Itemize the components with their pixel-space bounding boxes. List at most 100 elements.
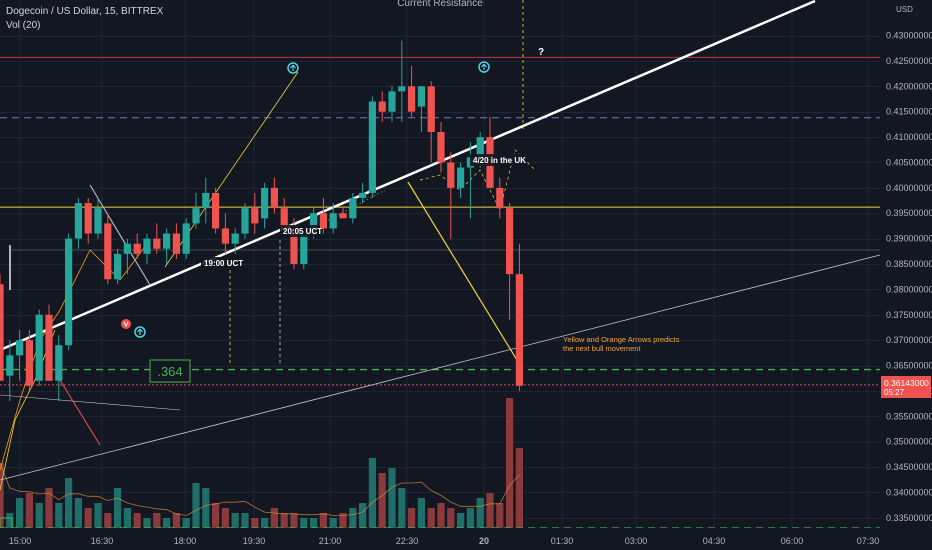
volume-bar-20 [192,483,200,528]
time-tick-8: 03:00 [625,536,648,546]
price-box-364-label: .364 [157,364,182,379]
time-tick-2: 18:00 [174,536,197,546]
price-tick-7: 0.39500000 [886,208,932,218]
price-tick-5: 0.40500000 [886,157,932,167]
candle-21 [202,177,210,224]
candle-body-6 [55,345,63,381]
volume-bar-4 [35,503,43,528]
volume-bar-11 [104,513,112,528]
volume-bar-16 [153,513,161,528]
candle-body-23 [221,228,229,244]
volume-bar-53 [515,448,523,528]
candle-body-7 [65,238,73,346]
volume-bar-33 [319,513,327,528]
volume-bar-31 [300,518,308,528]
yellow-zigzag [419,149,536,212]
candle-body-51 [496,187,504,209]
volume-bar-9 [84,508,92,528]
candle-body-29 [280,208,288,229]
candle-10 [94,198,102,239]
candle-body-11 [104,223,112,280]
note-uk-label: 4/20 in the UK [473,156,526,165]
volume-bar-5 [45,488,53,528]
time-tick-5: 22:30 [396,536,419,546]
up-marker-arrow-2 [137,328,143,335]
volume-bar-41 [398,488,406,528]
candle-body-16 [153,238,161,249]
candle-16 [153,223,161,254]
price-tick-0: 0.43000000 [886,31,932,41]
candle-46 [447,152,455,239]
volume-ma-line [0,462,520,516]
volume-bar-50 [486,493,494,528]
volume-bar-1 [6,513,14,528]
trend-drawings [0,0,881,491]
candle-body-41 [398,86,406,92]
price-tick-11: 0.37500000 [886,310,932,320]
candle-body-19 [182,223,190,254]
volume-bar-10 [94,503,102,528]
candle-13 [123,238,131,275]
price-tick-16: 0.35000000 [886,437,932,447]
candle-body-13 [123,243,131,254]
note-uk: 4/20 in the UK [470,154,526,166]
volume-bar-15 [143,518,151,528]
candle-body-10 [94,208,102,234]
candle-1 [6,340,14,402]
candle-body-31 [300,233,308,264]
candle-body-1 [6,355,14,376]
price-tick-12: 0.37000000 [886,335,932,345]
current-price-value: 0.36143000 [884,378,929,388]
candle-28 [270,177,278,214]
volume-bar-2 [16,498,24,528]
down-marker-arrow [123,321,129,328]
candle-body-44 [427,86,435,132]
candle-53 [515,243,523,391]
price-tick-1: 0.42500000 [886,56,932,66]
candle-2 [16,330,24,381]
candle-body-18 [172,233,180,254]
candle-body-45 [437,132,445,163]
candle-4 [35,309,43,386]
candle-body-37 [359,192,367,198]
candle-body-12 [114,253,122,280]
red-down-line [59,379,101,446]
price-tick-9: 0.38500000 [886,259,932,269]
price-tick-19: 0.33500000 [886,513,932,523]
currency-label: USD [896,5,913,14]
volume-bar-0 [0,463,4,528]
candle-24 [231,228,239,254]
candle-body-24 [231,233,239,244]
candle-34 [329,203,337,234]
candle-37 [359,182,367,204]
candle-22 [212,187,220,234]
candle-45 [437,121,445,173]
lower-trendline-2 [0,394,181,411]
candle-42 [408,66,416,117]
candle-11 [104,213,112,285]
volume-bars [0,398,523,528]
candle-body-42 [408,86,416,112]
grid [0,0,880,528]
up-marker-1 [478,61,490,73]
price-axis-bg [880,0,932,550]
candle-body-33 [319,213,327,229]
time-tick-11: 07:30 [857,536,880,546]
candle-8 [74,198,82,249]
time-axis: 15:00 16:30 18:00 19:30 21:00 22:30 20 01:30 03:… [0,528,932,550]
candle-body-25 [241,208,249,234]
volume-bar-18 [172,513,180,528]
candle-body-49 [476,137,484,158]
candle-0 [0,274,4,381]
candle-27 [261,182,269,229]
price-box-364: .364 [149,359,191,383]
volume-bar-25 [241,513,249,528]
candle-44 [427,81,435,163]
main-trendline [0,0,816,352]
volume-bar-27 [261,518,269,528]
candle-body-8 [74,203,82,239]
price-tick-8: 0.39000000 [886,234,932,244]
down-marker [121,319,131,329]
volume-bar-34 [329,518,337,528]
